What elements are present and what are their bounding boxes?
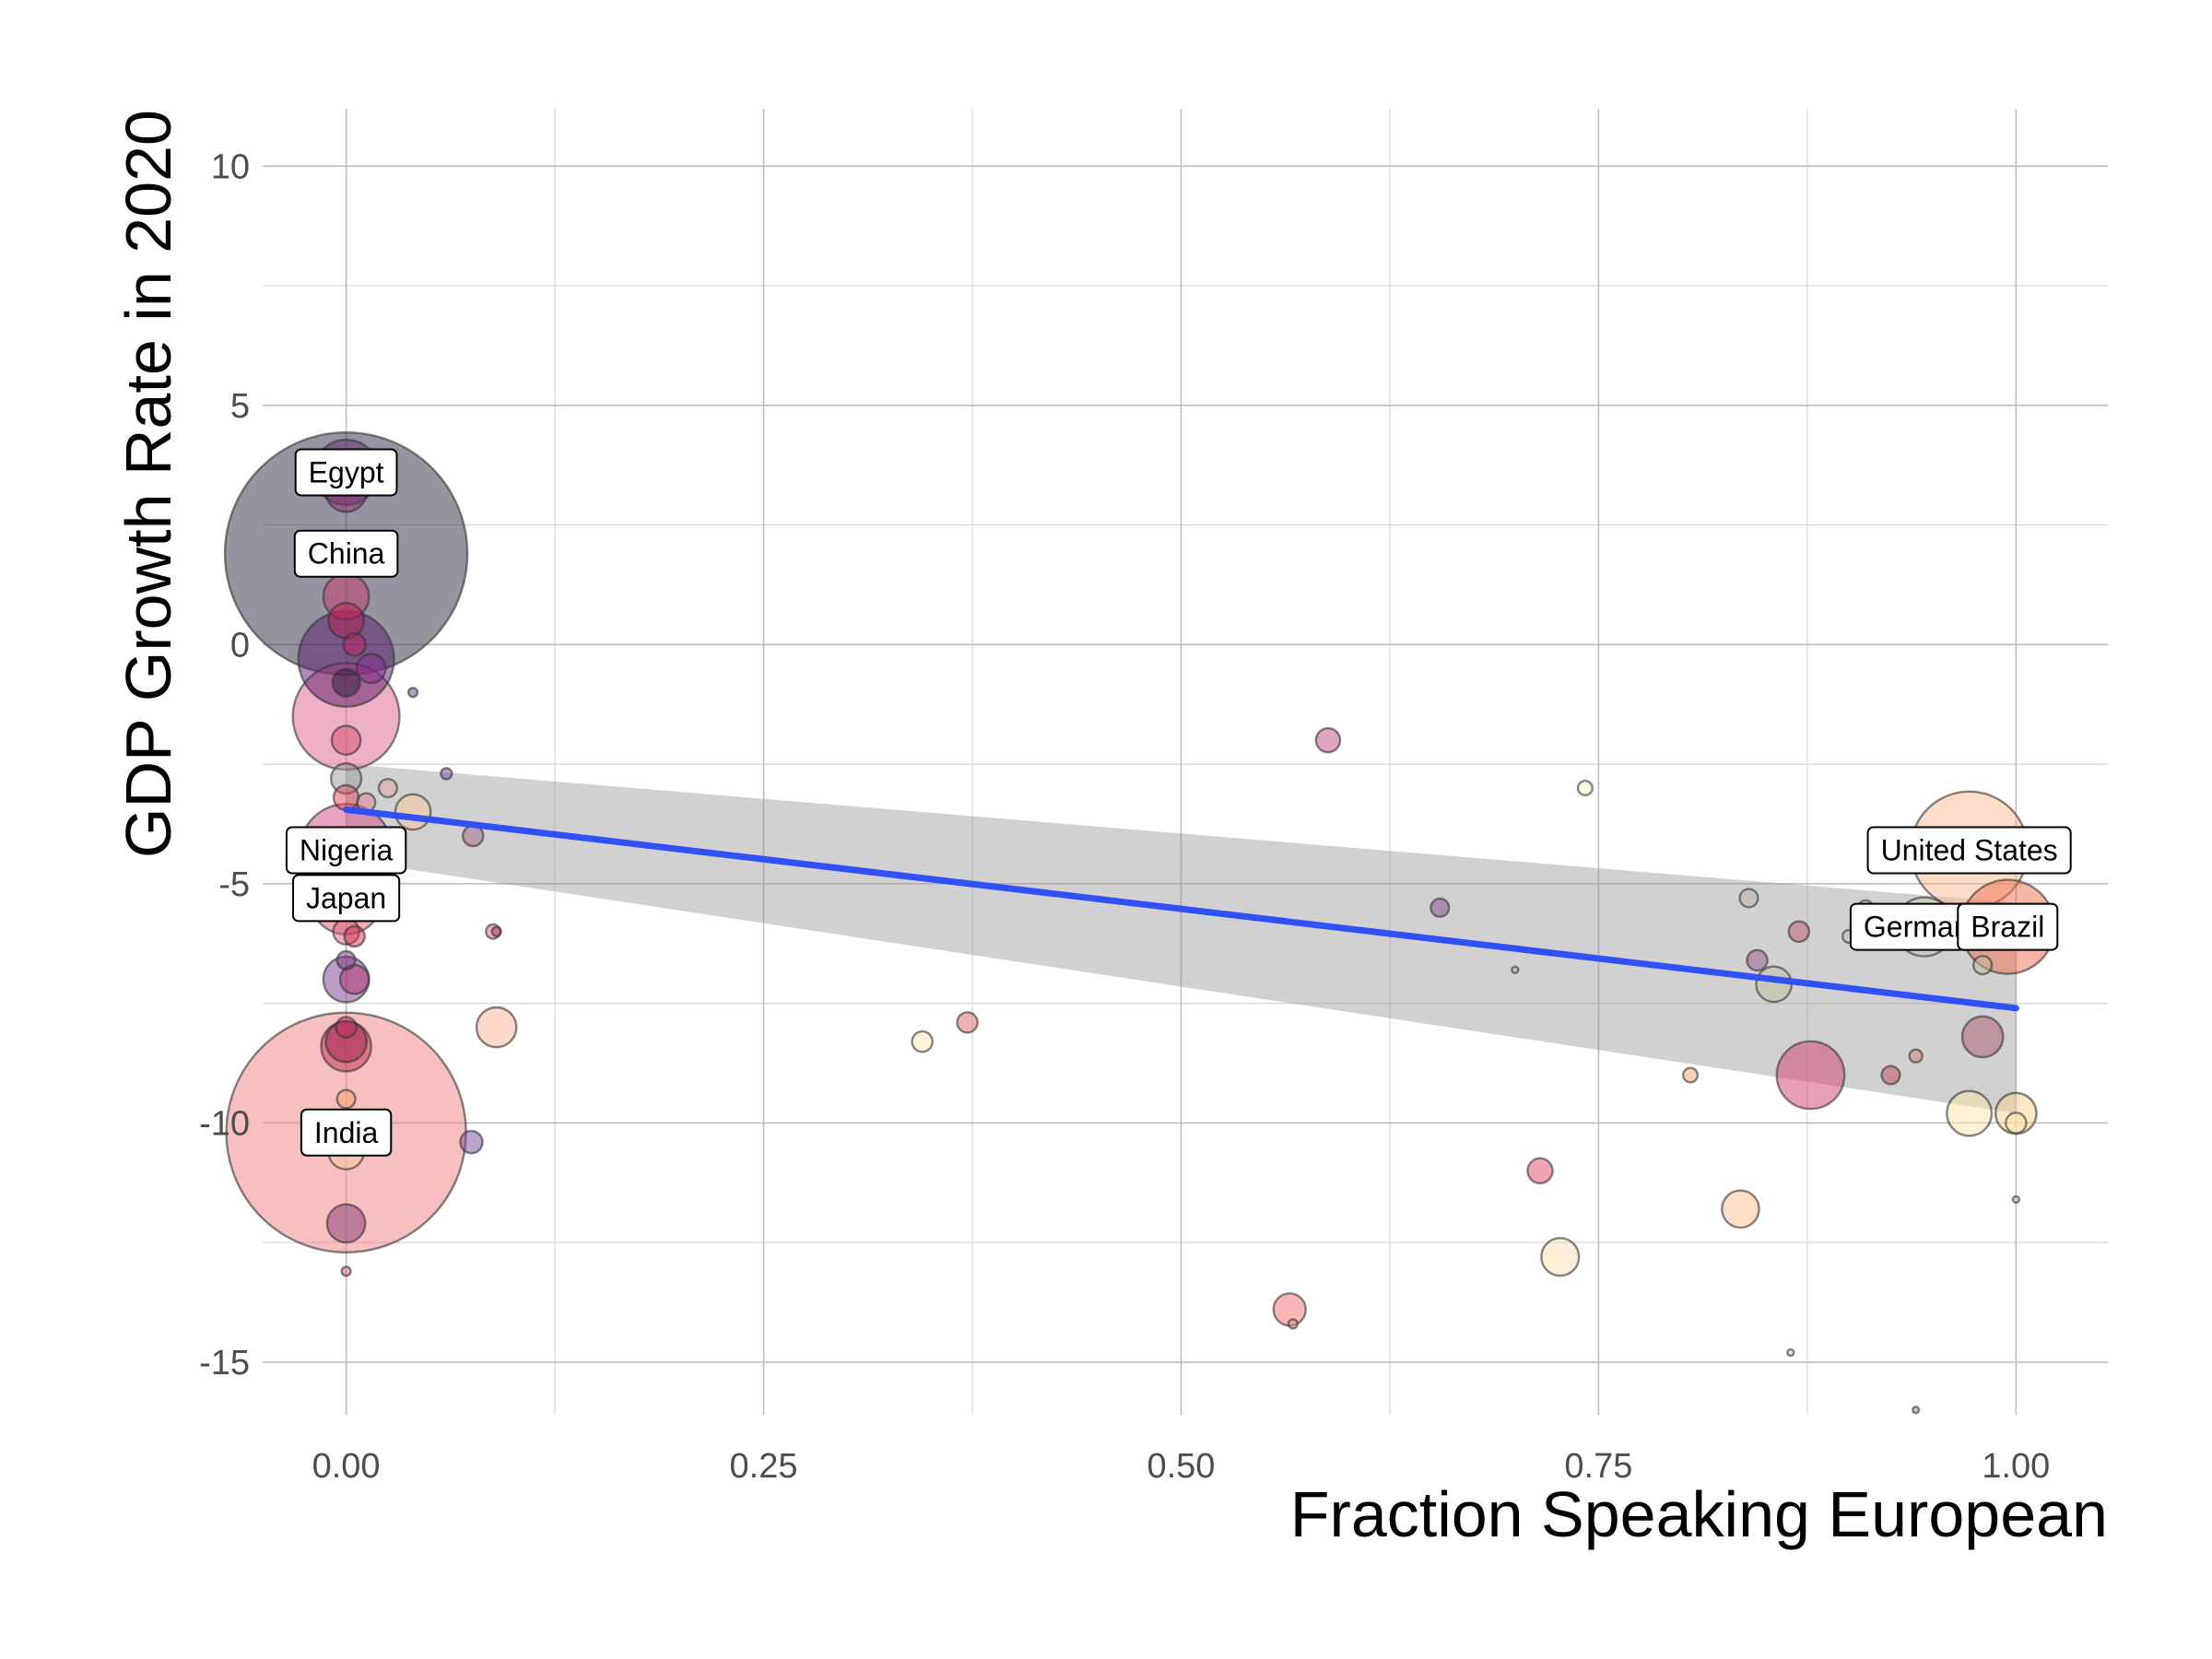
x-axis-title: Fraction Speaking European xyxy=(1290,1478,2108,1550)
bubble xyxy=(475,1006,518,1049)
bubble xyxy=(325,1203,367,1244)
bubble xyxy=(1314,726,1342,754)
y-tick-label: -15 xyxy=(199,1344,250,1382)
x-tick-label: 0.50 xyxy=(1147,1447,1215,1486)
bubble xyxy=(340,1265,352,1277)
label-nigeria: Nigeria xyxy=(285,826,407,875)
bubble xyxy=(1908,1048,1924,1064)
bubble xyxy=(343,924,366,948)
label-egypt: Egypt xyxy=(294,448,398,497)
bubble xyxy=(1775,1040,1846,1111)
label-united-states: United States xyxy=(1866,826,2072,875)
label-india: India xyxy=(300,1108,393,1157)
label-box xyxy=(300,1108,393,1157)
bubble xyxy=(1946,1089,1994,1137)
label-text: China xyxy=(308,537,385,571)
bubble xyxy=(1540,1237,1581,1277)
x-tick-label: 0.75 xyxy=(1564,1447,1632,1486)
bubble xyxy=(1911,1406,1921,1415)
bubble xyxy=(2005,1112,2028,1135)
label-box xyxy=(293,529,399,578)
bubble xyxy=(355,653,387,685)
y-tick-label: -10 xyxy=(199,1104,250,1143)
label-text: Japan xyxy=(306,881,386,914)
label-china: China xyxy=(293,529,399,578)
bubble xyxy=(1880,1065,1901,1086)
bubble xyxy=(1430,897,1451,918)
bubble xyxy=(335,949,357,971)
bubble xyxy=(1755,965,1794,1004)
bubble xyxy=(335,1016,358,1039)
label-japan: Japan xyxy=(291,874,401,923)
bubble xyxy=(1721,1189,1760,1230)
bubble xyxy=(440,767,453,781)
label-box xyxy=(1957,902,2059,951)
bubble xyxy=(1738,888,1759,909)
bubble xyxy=(377,777,398,799)
points-layer xyxy=(223,430,2056,1415)
bubble xyxy=(911,1030,934,1053)
bubble xyxy=(1576,780,1594,797)
label-box xyxy=(285,826,407,875)
label-box xyxy=(294,448,398,497)
bubble xyxy=(1960,1015,2005,1059)
confidence-band-layer xyxy=(346,764,2017,1113)
bubble xyxy=(342,632,367,657)
label-text: United States xyxy=(1881,834,2058,867)
label-box xyxy=(291,874,401,923)
x-tick-label: 0.00 xyxy=(312,1447,381,1486)
bubble xyxy=(406,687,419,699)
x-tick-label: 0.25 xyxy=(730,1447,798,1486)
bubble xyxy=(1787,920,1811,944)
bubble xyxy=(394,793,432,831)
x-tick-label: 1.00 xyxy=(1982,1447,2050,1486)
grid xyxy=(263,109,2108,1415)
y-tick-label: -5 xyxy=(218,865,250,904)
bubble xyxy=(490,925,502,937)
y-axis-title: GDP Growth Rate in 2020 xyxy=(112,110,184,858)
bubble xyxy=(331,667,361,698)
bubble xyxy=(1526,1157,1554,1185)
bubble xyxy=(1972,954,1994,976)
bubble xyxy=(956,1011,979,1034)
label-text: Brazil xyxy=(1971,911,2044,944)
bubble xyxy=(335,1088,357,1110)
label-text: India xyxy=(314,1116,379,1149)
label-brazil: Brazil xyxy=(1957,902,2059,951)
country-labels: ChinaIndiaEgyptNigeriaJapanGermanyUnited… xyxy=(285,448,2072,1157)
bubble xyxy=(1511,965,1520,974)
y-tick-label: 0 xyxy=(230,626,250,665)
confidence-band xyxy=(346,764,2017,1113)
trend-layer xyxy=(343,806,2019,1012)
bubble xyxy=(330,724,362,756)
label-text: Egypt xyxy=(309,455,384,488)
bubble xyxy=(1287,1318,1300,1330)
bubble xyxy=(2011,1194,2021,1205)
bubble xyxy=(1746,948,1769,972)
trend-line xyxy=(343,806,2019,1012)
y-tick-label: 5 xyxy=(230,387,250,426)
tick-labels: 0.00 0.25 0.50 0.75 1.00 -15 -10 -5 0 5 10 xyxy=(199,147,2050,1486)
label-box xyxy=(1866,826,2072,875)
bubble xyxy=(459,1129,484,1155)
bubble xyxy=(1682,1066,1700,1084)
label-text: Nigeria xyxy=(300,834,394,867)
bubble xyxy=(1786,1347,1795,1358)
y-tick-label: 10 xyxy=(211,147,250,186)
